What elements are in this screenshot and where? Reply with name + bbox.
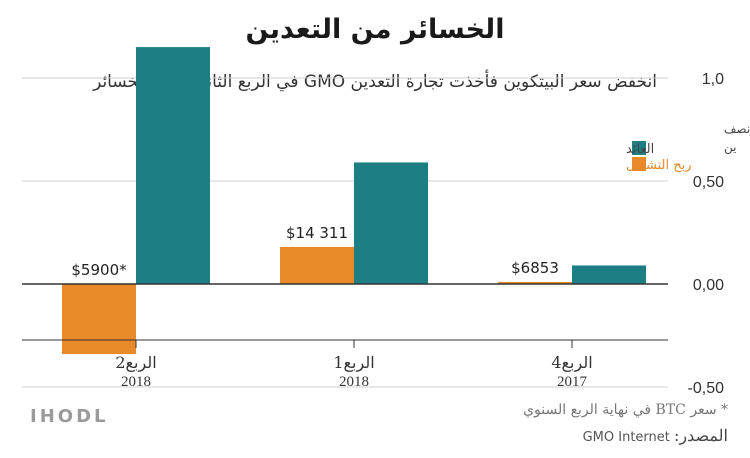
bar-revenue: [354, 162, 428, 284]
bar-revenue: [572, 265, 646, 284]
bar-annotation: $5900*: [71, 261, 127, 279]
y-axis-label: مليار ونصف: [724, 122, 750, 137]
source-line: المصدر: GMO Internet: [583, 426, 728, 445]
legend-label-revenue: العائد: [626, 142, 654, 157]
bar-operating-profit: [498, 281, 572, 284]
bar-operating-profit: [280, 246, 354, 284]
x-tick-label: الربع4: [551, 353, 592, 372]
bar-annotation: $6853: [511, 259, 559, 277]
x-tick-label: الربع1: [333, 353, 374, 372]
x-tick-label-year: 2018: [339, 374, 369, 390]
brand-logo: IHODL: [30, 406, 109, 427]
y-axis-label-line2: ين: [724, 140, 736, 155]
y-tick-label: 0,50: [693, 174, 724, 191]
bar-revenue: [136, 47, 210, 284]
source-label: المصدر:: [674, 426, 728, 445]
y-tick-label: 1,0: [702, 71, 724, 88]
y-tick-label: -0,50: [688, 380, 725, 397]
legend-swatch-operating-profit: [632, 157, 646, 171]
bar-annotation: $14 311: [286, 224, 348, 242]
bar-operating-profit: [62, 284, 136, 355]
x-tick-label: الربع2: [115, 353, 156, 372]
chart-title: الخسائر من التعدين: [245, 14, 505, 45]
legend-swatch-revenue: [632, 141, 646, 155]
footnote: * سعر BTC في نهاية الربع السنوي: [523, 402, 728, 418]
legend-label-operating-profit: ربح التشغيل: [626, 158, 692, 173]
x-tick-label-year: 2017: [557, 374, 588, 390]
x-tick-label-year: 2018: [121, 374, 151, 390]
y-tick-label: 0,00: [693, 277, 724, 294]
source-value: GMO Internet: [582, 430, 670, 445]
